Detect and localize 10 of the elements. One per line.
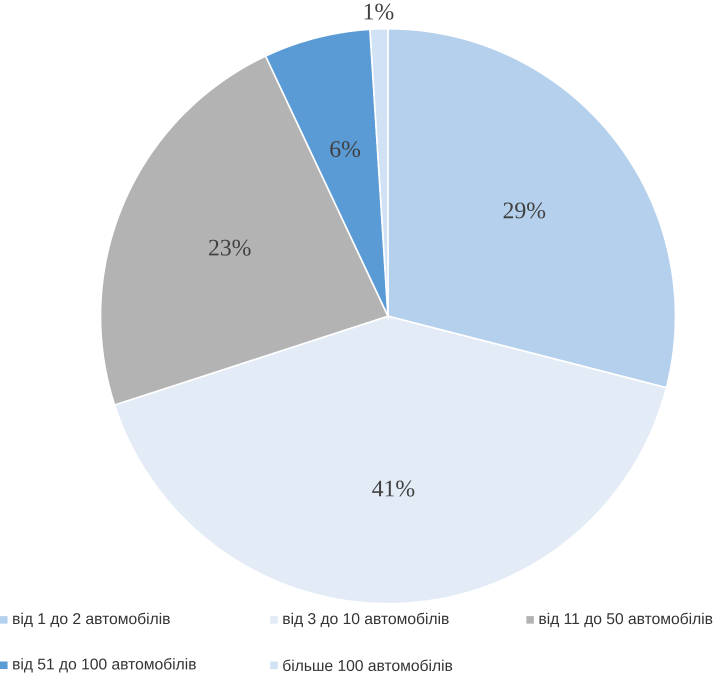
data-label: 29% [504, 202, 546, 219]
legend-label: від 1 до 2 автомобілів [13, 612, 170, 628]
data-label: 6% [330, 141, 360, 158]
legend-label: більше 100 автомобілів [283, 660, 452, 672]
legend-label: від 3 до 10 автомобілів [283, 612, 449, 628]
data-label: 23% [209, 240, 251, 256]
data-label: 41% [372, 480, 414, 497]
legend-label: від 51 до 100 автомобілів [13, 658, 196, 673]
legend-label: від 11 до 50 автомобілів [540, 612, 712, 628]
data-label: 1% [364, 4, 394, 20]
